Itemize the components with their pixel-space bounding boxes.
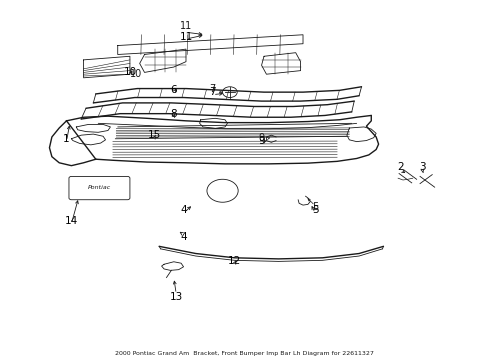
Text: 5: 5 (311, 202, 318, 212)
Text: 10: 10 (123, 67, 136, 77)
Text: 2: 2 (396, 162, 403, 172)
Text: 9: 9 (258, 136, 264, 145)
Text: 6: 6 (170, 85, 177, 95)
Text: 12: 12 (228, 256, 241, 266)
Text: Pontiac: Pontiac (88, 185, 111, 190)
Text: 14: 14 (64, 216, 78, 226)
Text: 11: 11 (180, 21, 192, 31)
Text: 2000 Pontiac Grand Am  Bracket, Front Bumper Imp Bar Lh Diagram for 22611327: 2000 Pontiac Grand Am Bracket, Front Bum… (115, 351, 373, 356)
Text: 4: 4 (180, 206, 186, 216)
Text: 13: 13 (169, 292, 183, 302)
Text: 9: 9 (258, 132, 264, 143)
Text: 7: 7 (209, 84, 216, 94)
Text: 8: 8 (170, 109, 177, 119)
Text: 3: 3 (418, 162, 425, 172)
FancyBboxPatch shape (69, 176, 130, 200)
Text: 7: 7 (209, 87, 216, 97)
Text: 11: 11 (179, 32, 192, 41)
Text: 10: 10 (130, 69, 142, 79)
Text: 4: 4 (180, 232, 186, 242)
Text: 5: 5 (311, 206, 318, 216)
Text: 15: 15 (147, 130, 161, 140)
Text: 1: 1 (63, 134, 70, 144)
